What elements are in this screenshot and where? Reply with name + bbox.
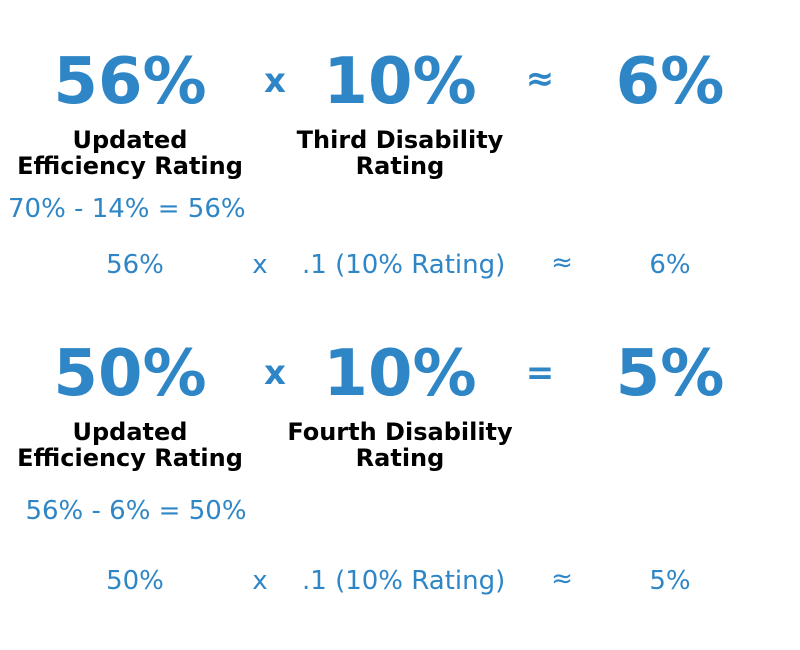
step-three-detail-approx: ≈: [551, 248, 573, 278]
step-four-efficiency-value: 50%: [53, 337, 207, 411]
step-three-disability-label: Third Disability Rating: [270, 127, 530, 179]
step-four-detail-factor: .1 (10% Rating): [302, 566, 506, 596]
step-three-detail-factor: .1 (10% Rating): [302, 250, 506, 280]
step-three-efficiency-label-line2: Efficiency Rating: [17, 152, 243, 180]
step-three-times-symbol: x: [264, 61, 286, 101]
step-four-disability-label-line1: Fourth Disability: [287, 418, 513, 446]
step-four-detail-times: x: [252, 566, 268, 596]
step-three-approx-symbol: ≈: [525, 59, 555, 99]
step-three-disability-value: 10%: [323, 45, 477, 119]
step-three-efficiency-value: 56%: [53, 45, 207, 119]
step-four-efficiency-label: Updated Efficiency Rating: [0, 419, 260, 471]
step-four-detail-result: 5%: [649, 566, 691, 596]
step-three-detail-result: 6%: [649, 250, 691, 280]
step-three-detail-times: x: [252, 250, 268, 280]
step-four-detail-approx: ≈: [551, 564, 573, 594]
step-four-efficiency-label-line1: Updated: [72, 418, 188, 446]
step-three-detail-efficiency: 56%: [106, 250, 164, 280]
step-four-disability-label: Fourth Disability Rating: [270, 419, 530, 471]
step-four-efficiency-label-line2: Efficiency Rating: [17, 444, 243, 472]
step-four-result-value: 5%: [615, 337, 725, 411]
step-three-disability-label-line1: Third Disability: [296, 126, 504, 154]
step-four-disability-label-line2: Rating: [355, 444, 445, 472]
step-three-disability-label-line2: Rating: [355, 152, 445, 180]
step-three-efficiency-label: Updated Efficiency Rating: [0, 127, 260, 179]
step-four-detail-efficiency: 50%: [106, 566, 164, 596]
step-four-derivation: 56% - 6% = 50%: [25, 496, 247, 526]
step-four-times-symbol: x: [264, 353, 286, 393]
step-three-derivation: 70% - 14% = 56%: [8, 194, 246, 224]
step-three-result-value: 6%: [615, 45, 725, 119]
step-four-disability-value: 10%: [323, 337, 477, 411]
step-four-equals-symbol: =: [525, 353, 555, 393]
step-three-efficiency-label-line1: Updated: [72, 126, 188, 154]
